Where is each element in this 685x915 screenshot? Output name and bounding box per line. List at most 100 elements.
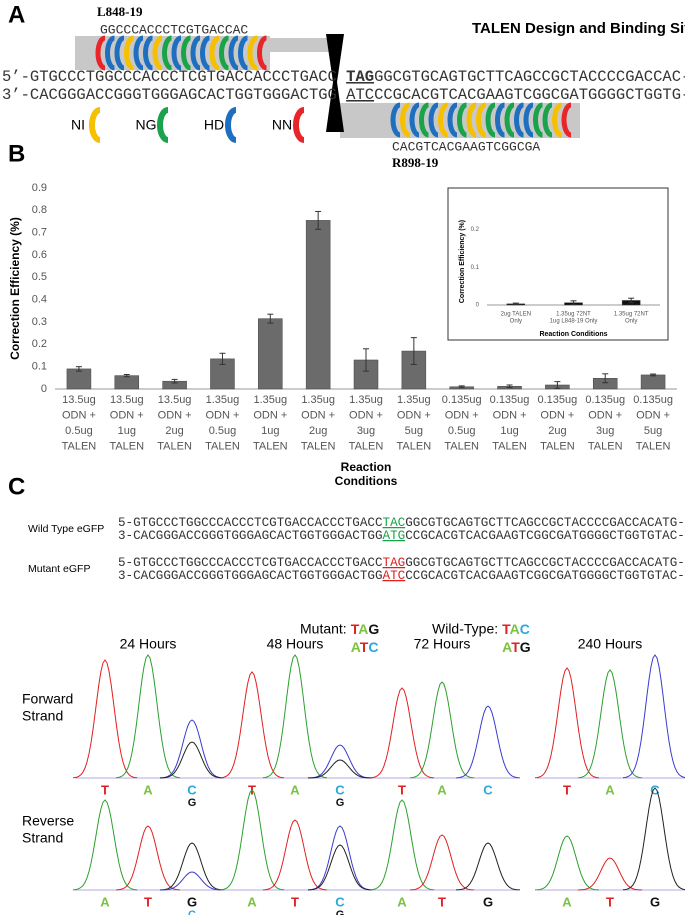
base-call: T bbox=[291, 894, 299, 909]
codon: ATG bbox=[502, 639, 531, 655]
trace-peak bbox=[159, 719, 225, 779]
repeat-arc bbox=[438, 102, 449, 138]
base-call: C bbox=[335, 894, 345, 909]
time-point: 48 Hours bbox=[267, 636, 324, 652]
sequence-part: ATG bbox=[383, 529, 406, 543]
repeat-arc bbox=[514, 102, 525, 138]
bar bbox=[305, 220, 331, 390]
x-tick-label: 1ug bbox=[261, 425, 279, 437]
trace-peak bbox=[455, 842, 521, 891]
x-tick-label: TALEN bbox=[588, 440, 623, 452]
x-tick-label: 1.35ug bbox=[206, 394, 240, 406]
codon-base: A bbox=[351, 639, 361, 655]
x-tick-label: 2ug bbox=[309, 425, 327, 437]
x-tick-label: Only bbox=[510, 319, 522, 325]
codon-base: A bbox=[510, 621, 520, 637]
x-tick-label: 5ug bbox=[644, 425, 662, 437]
repeat-arc bbox=[209, 35, 220, 71]
x-tick-label: ODN + bbox=[158, 409, 192, 421]
codon-base: G bbox=[520, 639, 531, 655]
repeat-arc bbox=[200, 35, 211, 71]
y-tick-label: 0.3 bbox=[32, 316, 47, 328]
bar bbox=[114, 375, 140, 390]
base-call: T bbox=[101, 782, 109, 797]
repeat-arc bbox=[533, 102, 544, 138]
panel-a-title: TALEN Design and Binding Sites bbox=[472, 20, 685, 37]
foki-cleavage bbox=[326, 34, 344, 132]
base-call: A bbox=[247, 894, 257, 909]
talen-sequence: CACGTCACGAAGTCGGCGA bbox=[392, 139, 540, 154]
base-call: A bbox=[437, 782, 447, 797]
trace-peak bbox=[307, 825, 373, 891]
x-tick-label: TALEN bbox=[444, 440, 479, 452]
repeat-arc bbox=[95, 35, 106, 71]
repeat-arc bbox=[419, 102, 430, 138]
base-call: A bbox=[100, 894, 110, 909]
codon: TAG bbox=[351, 621, 380, 637]
x-tick-label: 2ug TALEN bbox=[501, 312, 531, 318]
x-tick-label: TALEN bbox=[205, 440, 240, 452]
x-axis-label: Conditions bbox=[335, 474, 398, 488]
sequence: 3-CACGGGACCGGGTGGGAGCACTGGTGGGACTGGATCCC… bbox=[118, 569, 685, 583]
base-call: G bbox=[650, 894, 660, 909]
x-tick-label: 1.35ug 72NT bbox=[556, 312, 591, 318]
legend-label: NG bbox=[136, 117, 157, 133]
repeat-arc bbox=[495, 102, 506, 138]
trace-peak bbox=[369, 687, 435, 779]
trace-peak bbox=[159, 871, 225, 891]
repeat-arc bbox=[162, 35, 173, 71]
sequence: 3-CACGGGACCGGGTGGGAGCACTGGTGGGACTGGATGCC… bbox=[118, 529, 685, 543]
x-tick-label: ODN + bbox=[349, 409, 383, 421]
sequence-part: GGCGTGCAGTGCTTCAGCCGCTACCCCGACCACATG-3 bbox=[405, 556, 685, 570]
codon-base: C bbox=[368, 639, 378, 655]
row-label: Strand bbox=[22, 830, 63, 846]
x-tick-label: TALEN bbox=[157, 440, 192, 452]
x-axis-label: Reaction Conditions bbox=[539, 331, 607, 338]
sequence-part: TAC bbox=[383, 516, 406, 530]
talen-name: L848-19 bbox=[97, 4, 143, 19]
repeat-arc bbox=[400, 102, 411, 138]
trace-peak bbox=[72, 799, 138, 891]
x-tick-label: ODN + bbox=[62, 409, 96, 421]
strand-part: CCGCACGTCACGAAGTCGGCGATGGGGCTGGTG-5’ bbox=[374, 86, 685, 104]
strand-codon: ATC bbox=[346, 86, 374, 104]
repeat-arc bbox=[219, 35, 230, 71]
repeat-arc bbox=[457, 102, 468, 138]
bar bbox=[258, 318, 283, 390]
x-tick-label: ODN + bbox=[205, 409, 239, 421]
repeat-arc bbox=[476, 102, 487, 138]
trace-peak bbox=[115, 825, 181, 891]
base-call: A bbox=[143, 782, 153, 797]
trace-peak bbox=[577, 669, 643, 779]
y-tick-label: 0.4 bbox=[32, 294, 47, 306]
base-call: C bbox=[650, 782, 660, 797]
sequence-part: TAG bbox=[383, 556, 406, 570]
x-tick-label: TALEN bbox=[636, 440, 671, 452]
repeat-arc bbox=[105, 35, 116, 71]
sequence-part: CCGCACGTCACGAAGTCGGCGATGGGGCTGGTGTAC-5 bbox=[405, 569, 685, 583]
trace-peak bbox=[160, 741, 224, 779]
trace-peak bbox=[409, 681, 475, 779]
base-call: G bbox=[336, 909, 345, 915]
base-call: G bbox=[188, 797, 197, 809]
trace-peak bbox=[308, 744, 372, 779]
sequence-part: 5-GTGCCCTGGCCCACCCTCGTGACCACCCTGACC bbox=[118, 556, 383, 570]
y-tick-label: 0.7 bbox=[32, 227, 47, 239]
repeat-arc bbox=[552, 102, 563, 138]
bar bbox=[640, 374, 666, 390]
trace-peak bbox=[455, 705, 521, 779]
repeat-arc bbox=[228, 35, 239, 71]
sequence-part: GGCGTGCAGTGCTTCAGCCGCTACCCCGACCACATG-3 bbox=[405, 516, 685, 530]
x-tick-label: 3ug bbox=[596, 425, 614, 437]
repeat-arc bbox=[114, 35, 125, 71]
legend-label: NI bbox=[71, 117, 85, 133]
x-tick-label: TALEN bbox=[253, 440, 288, 452]
y-axis-label: Correction Efficiency (%) bbox=[8, 217, 22, 360]
row-label: Strand bbox=[22, 708, 63, 724]
repeat-arc bbox=[133, 35, 144, 71]
trace-peak bbox=[622, 787, 685, 891]
repeat-arc bbox=[238, 35, 249, 71]
trace-peak bbox=[219, 671, 285, 779]
time-point: 72 Hours bbox=[414, 636, 471, 652]
base-call: T bbox=[144, 894, 152, 909]
